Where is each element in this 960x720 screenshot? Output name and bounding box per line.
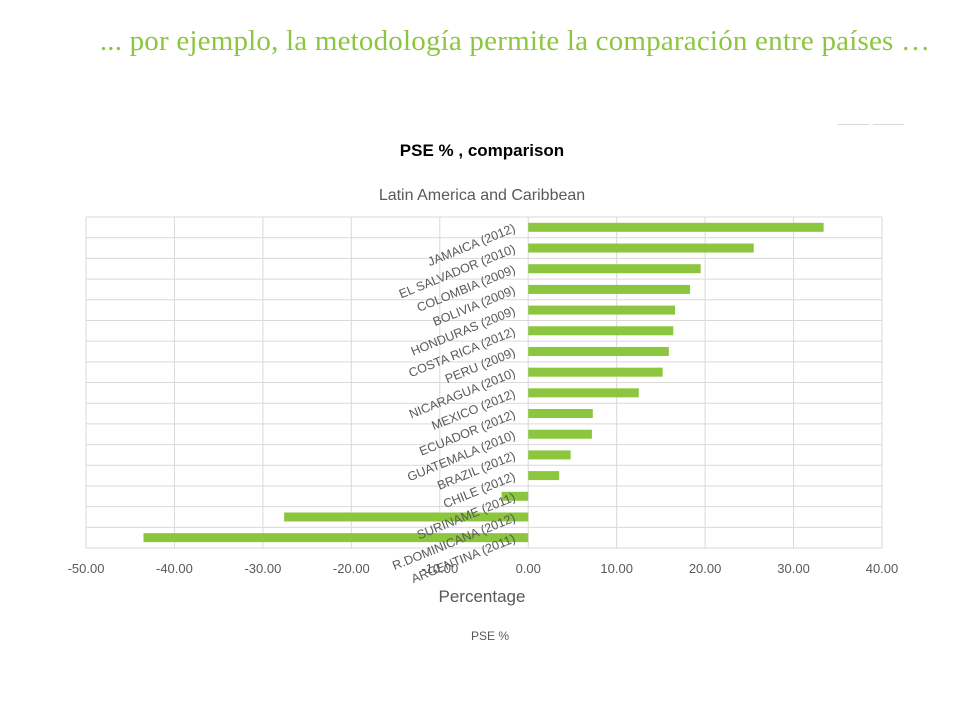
bar [528,284,691,294]
bar [528,243,754,253]
bar [528,346,669,356]
slide-title: ... por ejemplo, la metodología permite … [99,25,931,57]
x-tick-label: 20.00 [689,561,722,576]
bar [528,388,639,398]
bar [528,429,592,439]
bar [528,264,701,274]
x-tick-label: -50.00 [68,561,105,576]
chart-title: PSE % , comparison [400,141,564,160]
bar [501,491,529,501]
x-tick-labels: -50.00 -40.00 -30.00 -20.00 -10.00 0.00 10.00 2… [68,561,899,576]
x-tick-label: -40.00 [156,561,193,576]
bar [528,367,663,377]
chart-subtitle: Latin America and Caribbean [379,187,585,204]
bar [528,450,571,460]
x-tick-label: 30.00 [777,561,810,576]
x-tick-label: 0.00 [516,561,541,576]
x-tick-label: 10.00 [600,561,633,576]
x-tick-label: -30.00 [244,561,281,576]
bar [528,409,593,419]
x-tick-label: -10.00 [421,561,458,576]
bar [528,305,676,315]
bars [143,222,824,543]
grid [85,216,883,549]
legend-label: PSE % [471,629,509,643]
x-tick-label: -20.00 [333,561,370,576]
bar [528,222,824,232]
decorative-lines [838,124,904,127]
bar [143,533,529,543]
bar [528,471,560,481]
bar [284,512,529,522]
x-axis-title: Percentage [439,587,526,606]
x-tick-label: 40.00 [866,561,899,576]
bar [528,326,674,336]
